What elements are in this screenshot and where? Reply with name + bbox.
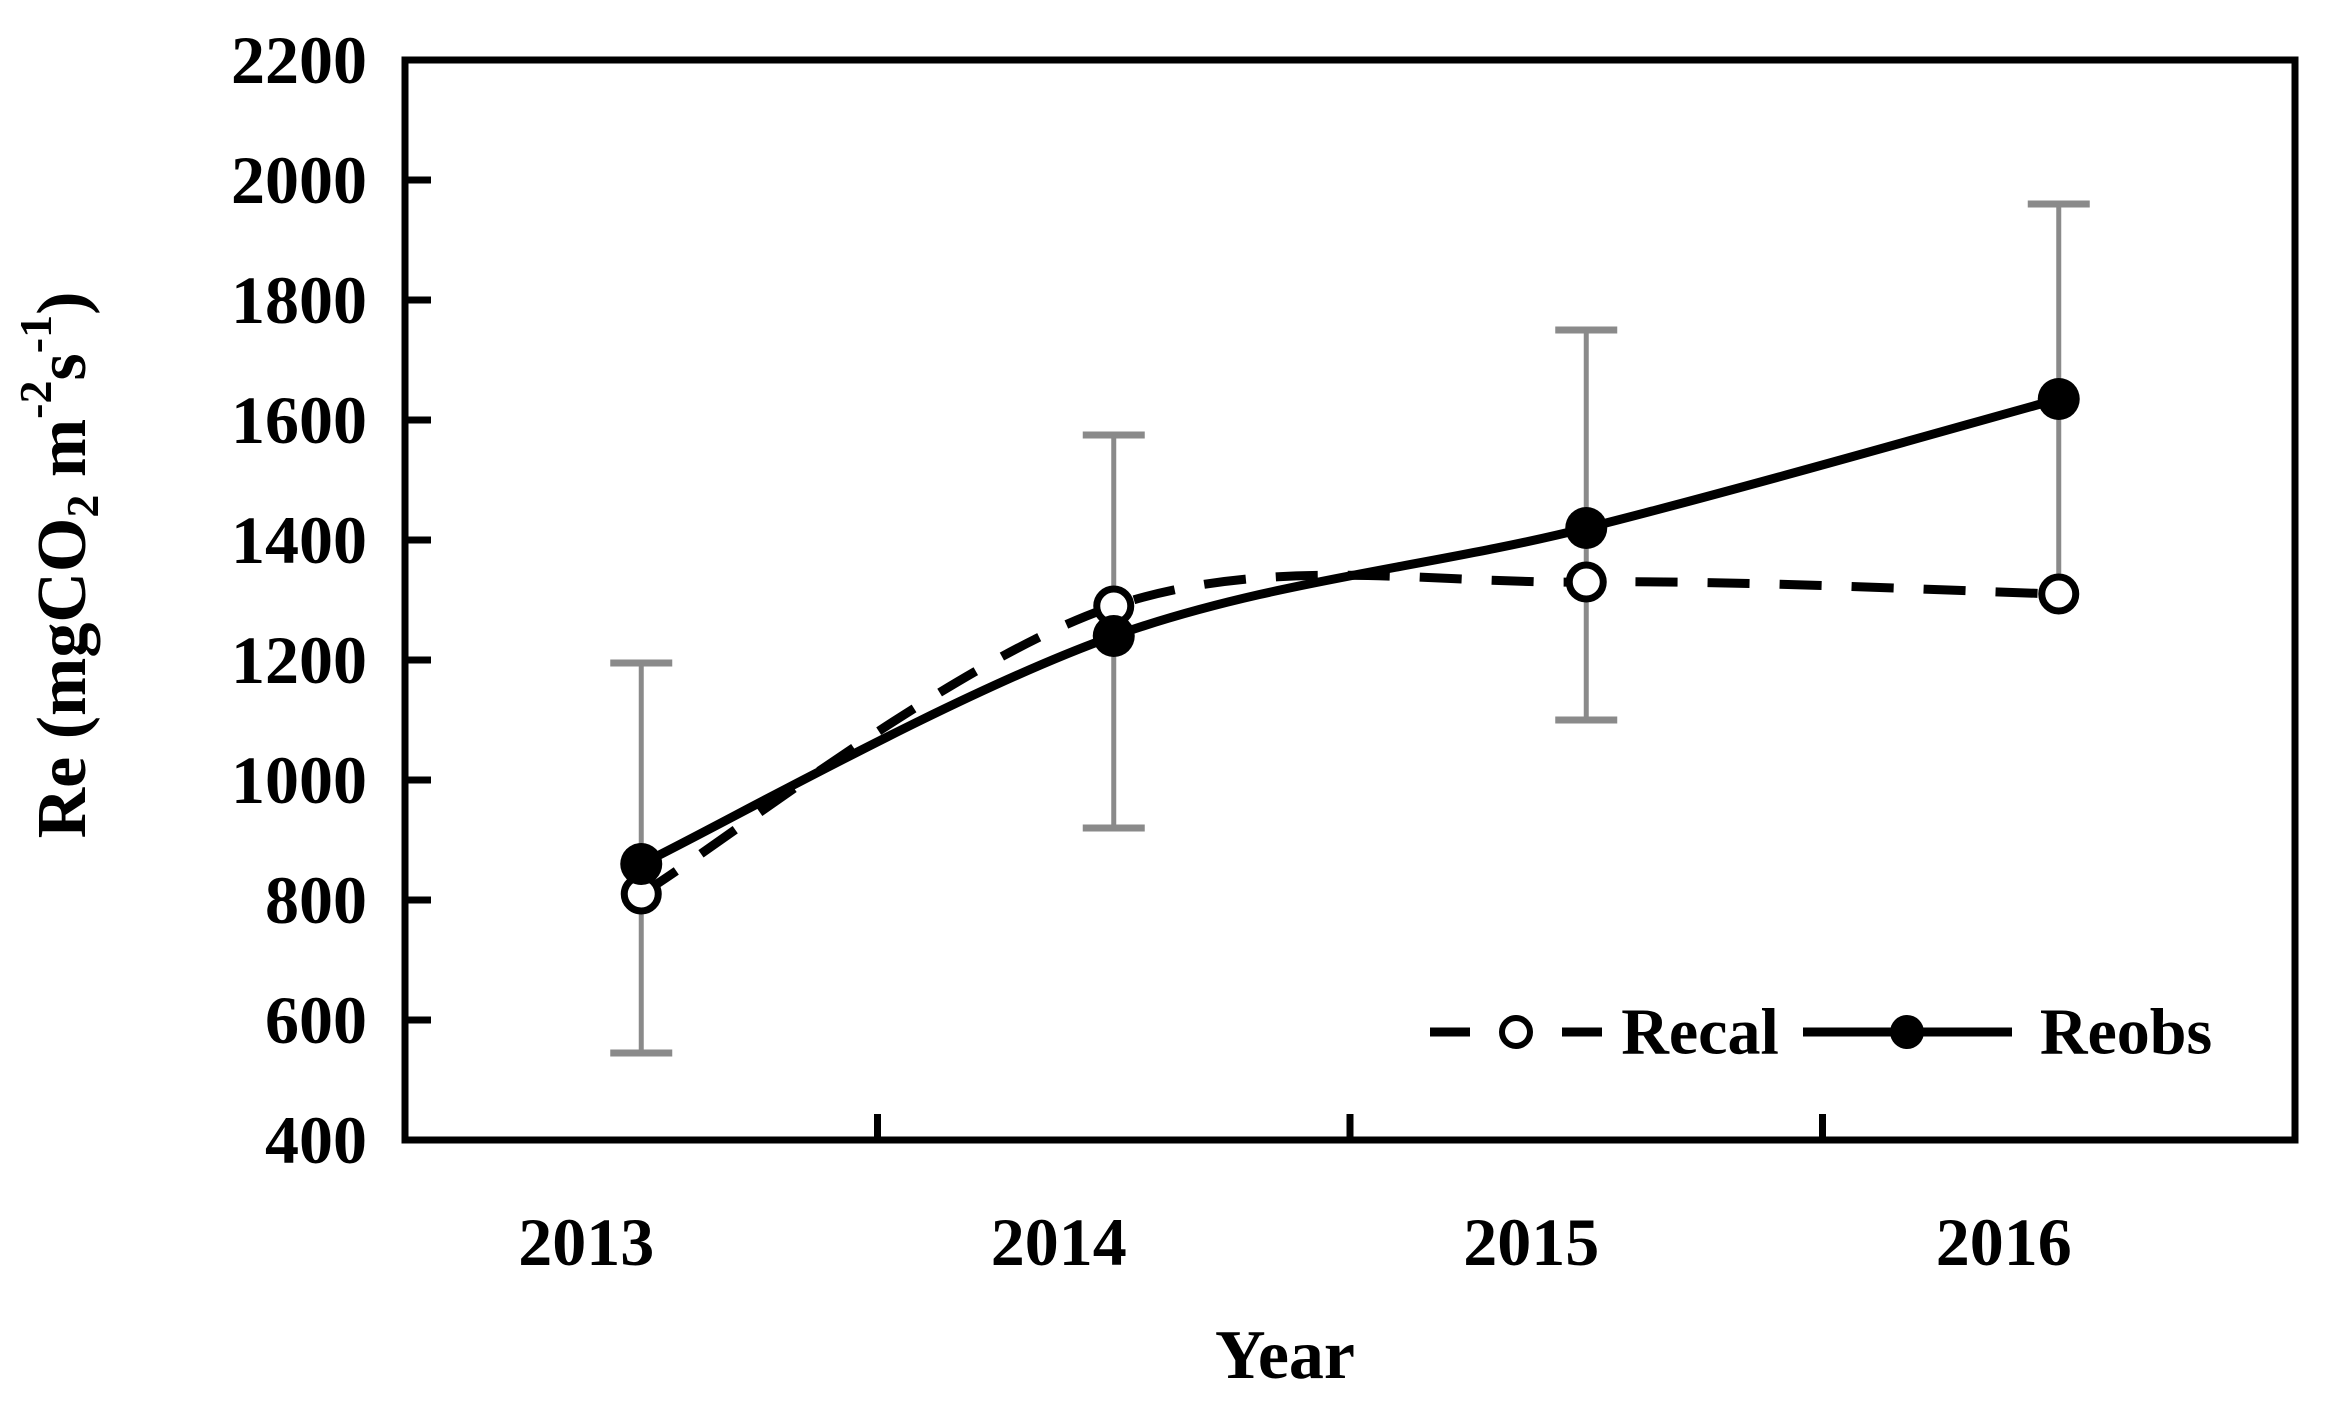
series-line-reobs bbox=[639, 394, 2060, 869]
legend-label-reobs: Reobs bbox=[2040, 996, 2212, 1069]
y-tick-label: 1400 bbox=[231, 502, 367, 578]
y-axis-title: Re (mgCO2 m-2s-1) bbox=[10, 292, 108, 839]
legend-label-recal: Recal bbox=[1621, 996, 1779, 1069]
legend-item-recal: Recal bbox=[1430, 996, 1779, 1069]
marker-reobs-2016 bbox=[2037, 378, 2080, 420]
legend-marker-reobs bbox=[1890, 1015, 1924, 1049]
marker-reobs-2013 bbox=[620, 843, 663, 885]
y-tick-label: 1600 bbox=[231, 382, 367, 458]
y-tick-label: 600 bbox=[265, 982, 367, 1058]
x-tick-label: 2016 bbox=[1936, 1204, 2072, 1280]
x-tick-label: 2013 bbox=[518, 1204, 654, 1280]
y-tick-label: 1800 bbox=[231, 262, 367, 338]
y-tick-label: 2000 bbox=[231, 142, 367, 218]
y-tick-label: 800 bbox=[265, 862, 367, 938]
marker-recal-2016 bbox=[2038, 573, 2080, 615]
y-tick-label: 2200 bbox=[231, 22, 367, 98]
y-tick-label: 1000 bbox=[231, 742, 367, 818]
x-axis-title: Year bbox=[1215, 1317, 1355, 1394]
marker-reobs-2015 bbox=[1565, 507, 1608, 549]
y-tick-label: 1200 bbox=[231, 622, 367, 698]
marker-recal-2015 bbox=[1565, 561, 1607, 603]
marker-reobs-2014 bbox=[1092, 615, 1135, 657]
y-tick-label: 400 bbox=[265, 1102, 367, 1178]
legend: Recal Reobs bbox=[1430, 996, 2212, 1069]
x-tick-label: 2015 bbox=[1463, 1204, 1599, 1280]
x-tick-label: 2014 bbox=[991, 1204, 1127, 1280]
legend-item-reobs: Reobs bbox=[1803, 996, 2212, 1069]
legend-marker-recal bbox=[1499, 1015, 1533, 1049]
